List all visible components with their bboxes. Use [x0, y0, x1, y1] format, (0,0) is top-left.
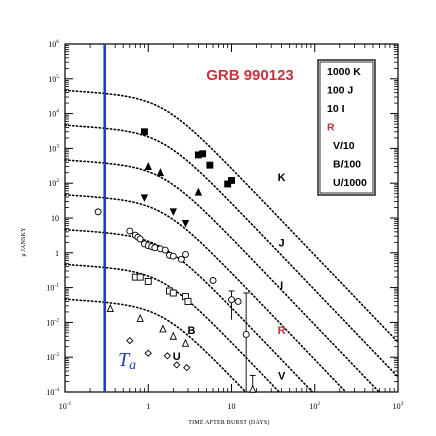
legend-inner-box [319, 61, 374, 194]
data-point-j [144, 162, 152, 171]
y-tick-label: 10-2 [46, 317, 59, 327]
y-tick-label: 105 [48, 74, 59, 84]
data-point-b [106, 303, 114, 313]
y-tick-label: 10-1 [46, 283, 59, 293]
data-point-u [126, 336, 134, 345]
data-point-v [184, 297, 192, 305]
data-point-k [206, 161, 214, 169]
data-point-r [136, 235, 144, 243]
data-point-r [242, 331, 250, 338]
legend-entry: 10 I [327, 103, 345, 115]
data-point-r [151, 244, 159, 252]
data-point-r [182, 250, 189, 258]
y-tick-label: 103 [48, 143, 59, 153]
data-point-b [159, 324, 167, 333]
model-curve-j [64, 124, 399, 378]
legend-entry: V/10 [333, 140, 355, 152]
data-point-b [136, 313, 144, 322]
x-tick-label: 10 [228, 402, 236, 411]
x-tick-label: 103 [393, 401, 404, 411]
data-point-v [136, 273, 144, 281]
data-point-i [169, 208, 178, 216]
model-curve-k [64, 89, 399, 344]
data-point-r [228, 296, 235, 304]
model-curve-b [64, 263, 280, 393]
data-point-r [94, 208, 102, 216]
data-point-v [144, 278, 152, 285]
chart-title: GRB 990123 [206, 67, 294, 84]
data-point-k [224, 180, 232, 188]
data-point-v [169, 289, 177, 297]
legend-entry: B/100 [333, 159, 361, 171]
data-point-r [177, 255, 185, 263]
data-point-r [234, 297, 242, 305]
data-points-group [94, 128, 257, 393]
y-axis-label: μ JANSKY [21, 227, 27, 257]
data-point-i [181, 219, 190, 228]
model-curve-u [64, 298, 247, 393]
data-point-b [181, 338, 190, 347]
y-tick-label: 10-4 [46, 387, 59, 397]
legend-entry: U/1000 [333, 177, 367, 189]
y-tick-label: 10 [51, 214, 59, 223]
data-point-b [249, 384, 257, 393]
model-curve-v [64, 228, 313, 393]
y-tick-label: 104 [48, 109, 59, 119]
data-point-k [228, 176, 235, 184]
data-point-u [183, 364, 191, 372]
y-tick-label: 1 [55, 249, 59, 258]
axis-ticks-group: 10-1 1 10 102 10310610510410310210110-110-21… [46, 39, 403, 411]
curve-label-u: U [173, 351, 181, 363]
data-point-u [173, 361, 181, 369]
curve-label-j: J [279, 237, 285, 249]
data-point-j [156, 168, 165, 177]
data-point-i [140, 194, 149, 202]
legend-box [317, 59, 376, 196]
x-tick-label: 102 [309, 401, 320, 411]
y-tick-label: 106 [48, 39, 59, 49]
transition-time-label: Ta [118, 349, 136, 373]
model-curve-i [64, 159, 380, 393]
model-curve-r [64, 194, 347, 393]
data-point-r [169, 252, 177, 260]
legend-entry: 1000 K [327, 66, 361, 78]
data-point-j [194, 187, 203, 196]
data-point-r [161, 246, 169, 254]
legend-entry: 100 J [327, 85, 353, 97]
data-point-k [199, 150, 207, 158]
data-point-r [126, 227, 134, 235]
curve-label-k: K [278, 172, 286, 184]
legend: 1000 K 100 J 10 I R V/10 B/100 U/1000 [317, 59, 376, 196]
data-point-k [140, 128, 148, 136]
data-point-b [169, 331, 178, 340]
curve-label-b: B [187, 325, 195, 337]
x-tick-label: 1 [146, 402, 150, 411]
data-point-u [144, 349, 152, 357]
y-tick-label: 102 [48, 178, 59, 188]
y-tick-label: 10-3 [46, 352, 59, 362]
data-point-r [209, 277, 217, 284]
legend-entry: R [327, 122, 335, 134]
data-point-u [163, 352, 172, 360]
curve-label-r: R [278, 325, 286, 337]
curve-label-i: I [280, 280, 283, 292]
curve-labels-group: K J I R V B U [173, 172, 286, 382]
transition-time-group: Ta [103, 44, 136, 392]
x-tick-label: 10-1 [59, 401, 72, 411]
curve-label-v: V [278, 370, 286, 382]
x-axis-label: TIME AFTER BURST (DAYS) [188, 419, 269, 426]
